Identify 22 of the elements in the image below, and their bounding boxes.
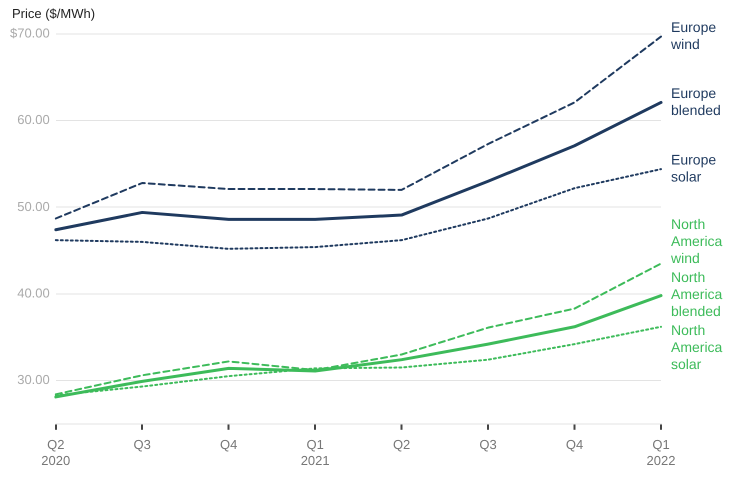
series-label: North America solar: [671, 322, 723, 372]
series-label: North America blended: [671, 269, 723, 320]
line-series: [54, 168, 662, 250]
x-tick-label: Q4: [220, 437, 238, 452]
series-label: Europe blended: [671, 84, 721, 118]
y-tick-label: 30.00: [17, 372, 50, 388]
y-tick-label: $70.00: [10, 26, 50, 41]
line-series: [54, 36, 662, 220]
x-tick-label: Q2 2020: [41, 437, 70, 468]
series-label: North America wind: [670, 216, 723, 266]
y-axis-title: Price ($/MWh): [12, 6, 96, 21]
y-tick-label: 40.00: [17, 285, 50, 300]
x-tick-label: Q3: [479, 437, 497, 452]
y-tick-label: 60.00: [17, 112, 50, 128]
y-tick-label: 50.00: [17, 198, 50, 214]
series-label: Europe wind: [670, 18, 716, 52]
x-tick-label: Q3: [134, 437, 151, 452]
series-label: Europe solar: [671, 151, 716, 184]
x-tick-label: Q1 2022: [646, 437, 676, 468]
x-tick-label: Q2: [392, 437, 410, 452]
x-tick-label: Q1 2021: [300, 437, 330, 468]
x-tick-label: Q4: [566, 437, 584, 452]
